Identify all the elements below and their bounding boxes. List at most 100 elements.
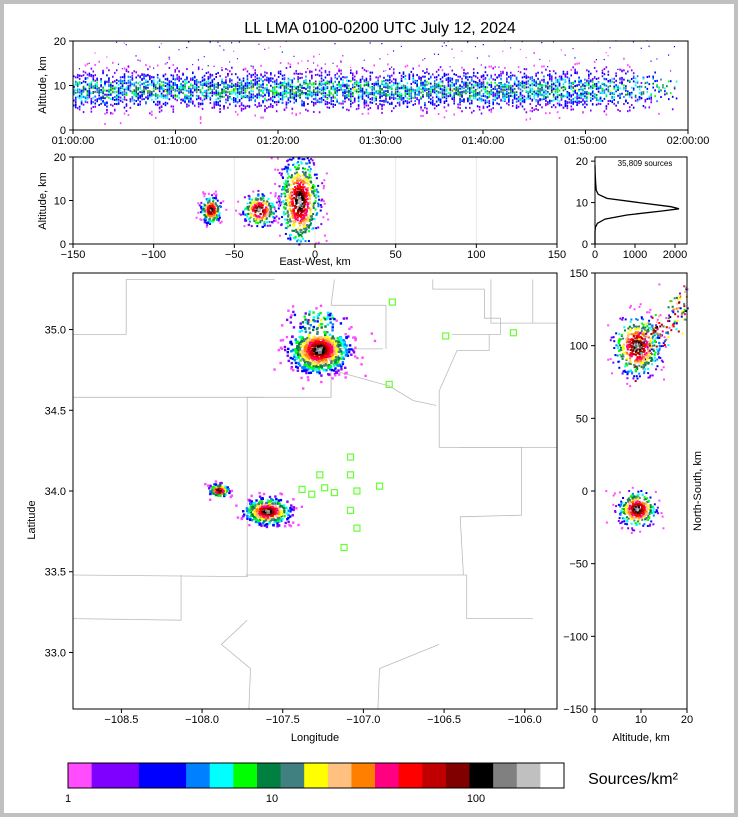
source-point	[291, 220, 294, 223]
source-point	[416, 88, 418, 91]
source-point	[461, 99, 463, 102]
source-point	[307, 84, 309, 87]
source-point	[304, 171, 307, 174]
source-point	[304, 228, 307, 231]
source-point	[211, 83, 214, 86]
source-point	[531, 82, 534, 85]
source-point	[80, 89, 83, 92]
source-point	[73, 86, 75, 89]
source-point	[435, 93, 438, 96]
source-point	[135, 81, 138, 84]
source-point	[244, 90, 247, 93]
source-point	[439, 99, 442, 102]
source-point	[298, 187, 301, 190]
source-point	[439, 86, 442, 89]
source-point	[197, 88, 200, 91]
source-point	[418, 75, 420, 78]
source-point	[305, 92, 307, 95]
source-point	[469, 102, 471, 105]
source-point	[469, 81, 471, 84]
source-point	[296, 212, 299, 215]
source-point	[236, 87, 239, 90]
source-point	[650, 94, 653, 97]
source-point	[309, 168, 312, 171]
source-point	[418, 64, 420, 67]
source-point	[584, 91, 586, 94]
source-point	[168, 58, 171, 61]
source-point	[90, 86, 93, 89]
source-point	[94, 84, 97, 87]
source-point	[229, 103, 231, 106]
source-point	[632, 72, 635, 75]
source-point	[623, 57, 625, 60]
source-point	[300, 214, 303, 217]
source-point	[174, 95, 177, 98]
source-point	[312, 62, 315, 64]
source-point	[287, 98, 290, 101]
source-point	[217, 71, 219, 74]
source-point	[342, 102, 344, 105]
source-point	[129, 86, 132, 89]
source-point	[121, 84, 124, 87]
source-point	[568, 81, 571, 84]
source-point	[545, 104, 547, 107]
source-point	[582, 92, 584, 95]
source-point	[137, 92, 139, 95]
source-point	[318, 97, 321, 100]
source-point	[261, 195, 264, 198]
source-point	[353, 88, 356, 91]
source-point	[305, 213, 308, 216]
source-point	[373, 64, 376, 67]
source-point	[470, 94, 473, 97]
source-point	[426, 80, 428, 83]
source-point	[248, 96, 251, 99]
source-point	[449, 92, 452, 95]
source-point	[266, 88, 268, 91]
source-point	[312, 202, 315, 205]
source-point	[188, 100, 190, 103]
source-point	[669, 92, 672, 95]
source-point	[383, 83, 385, 86]
source-point	[272, 211, 275, 214]
source-point	[186, 95, 188, 98]
source-point	[166, 88, 169, 91]
source-point	[369, 42, 371, 44]
source-point	[283, 213, 286, 216]
source-point	[279, 92, 282, 95]
source-point	[137, 97, 139, 100]
source-point	[314, 87, 317, 90]
source-point	[287, 172, 290, 175]
source-point	[429, 75, 432, 78]
source-point	[539, 99, 541, 102]
source-point	[286, 210, 289, 213]
source-point	[566, 92, 569, 95]
source-point	[519, 84, 522, 87]
source-point	[100, 97, 102, 100]
source-point	[584, 106, 586, 109]
source-point	[154, 98, 157, 101]
source-point	[582, 94, 584, 97]
source-point	[367, 96, 370, 99]
source-point	[277, 70, 280, 73]
source-point	[88, 82, 91, 85]
source-point	[298, 183, 301, 186]
source-point	[235, 209, 238, 212]
source-point	[599, 97, 602, 100]
source-point	[552, 90, 555, 93]
source-point	[316, 99, 319, 102]
source-point	[305, 71, 307, 74]
source-point	[537, 99, 539, 102]
source-point	[336, 89, 338, 92]
source-point	[306, 194, 309, 197]
source-point	[445, 99, 448, 102]
source-point	[117, 88, 120, 91]
source-point	[158, 101, 161, 104]
source-point	[408, 76, 411, 79]
source-point	[322, 88, 325, 91]
source-point	[292, 157, 295, 160]
source-point	[615, 84, 617, 87]
source-point	[348, 87, 350, 90]
source-point	[309, 208, 312, 211]
source-point	[533, 93, 535, 96]
source-point	[154, 103, 157, 106]
